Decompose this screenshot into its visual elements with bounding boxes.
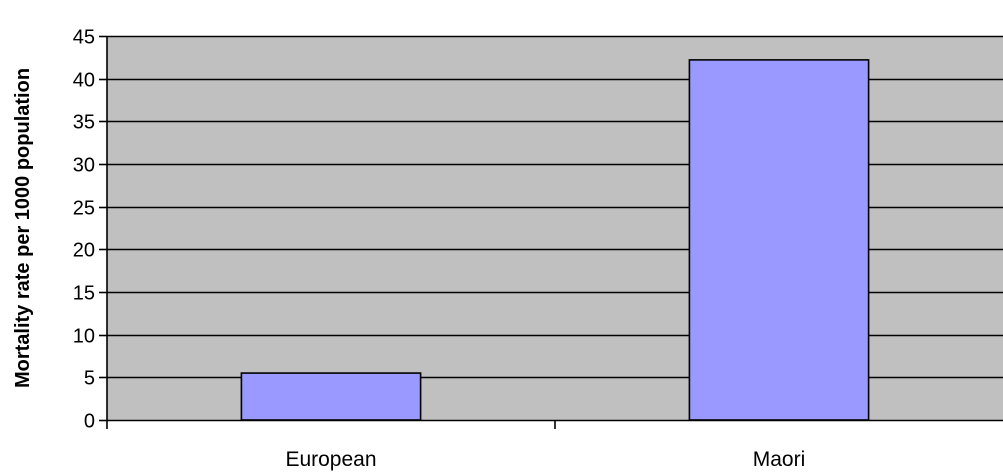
y-tick-label: 10	[73, 326, 95, 348]
y-axis-title: Mortality rate per 1000 population	[12, 68, 34, 388]
y-tick-label: 45	[73, 27, 95, 49]
y-tick-label: 20	[73, 240, 95, 262]
y-tick-label: 40	[73, 70, 95, 92]
bar-maori	[688, 59, 870, 421]
x-ticks: European Maori	[106, 420, 806, 471]
y-tick-label: 5	[84, 368, 95, 390]
y-tick-label: 35	[73, 112, 95, 134]
bars	[240, 59, 870, 421]
bar-european	[240, 372, 422, 421]
y-tick-label: 25	[73, 198, 95, 220]
y-tick-label: 15	[73, 283, 95, 305]
y-ticks: 0 5 10 15 20 25 30 35 40 45	[73, 27, 107, 433]
x-category-label: European	[285, 448, 376, 471]
x-category-label: Maori	[753, 448, 806, 471]
y-tick-label: 0	[84, 411, 95, 433]
y-tick-label: 30	[73, 155, 95, 177]
